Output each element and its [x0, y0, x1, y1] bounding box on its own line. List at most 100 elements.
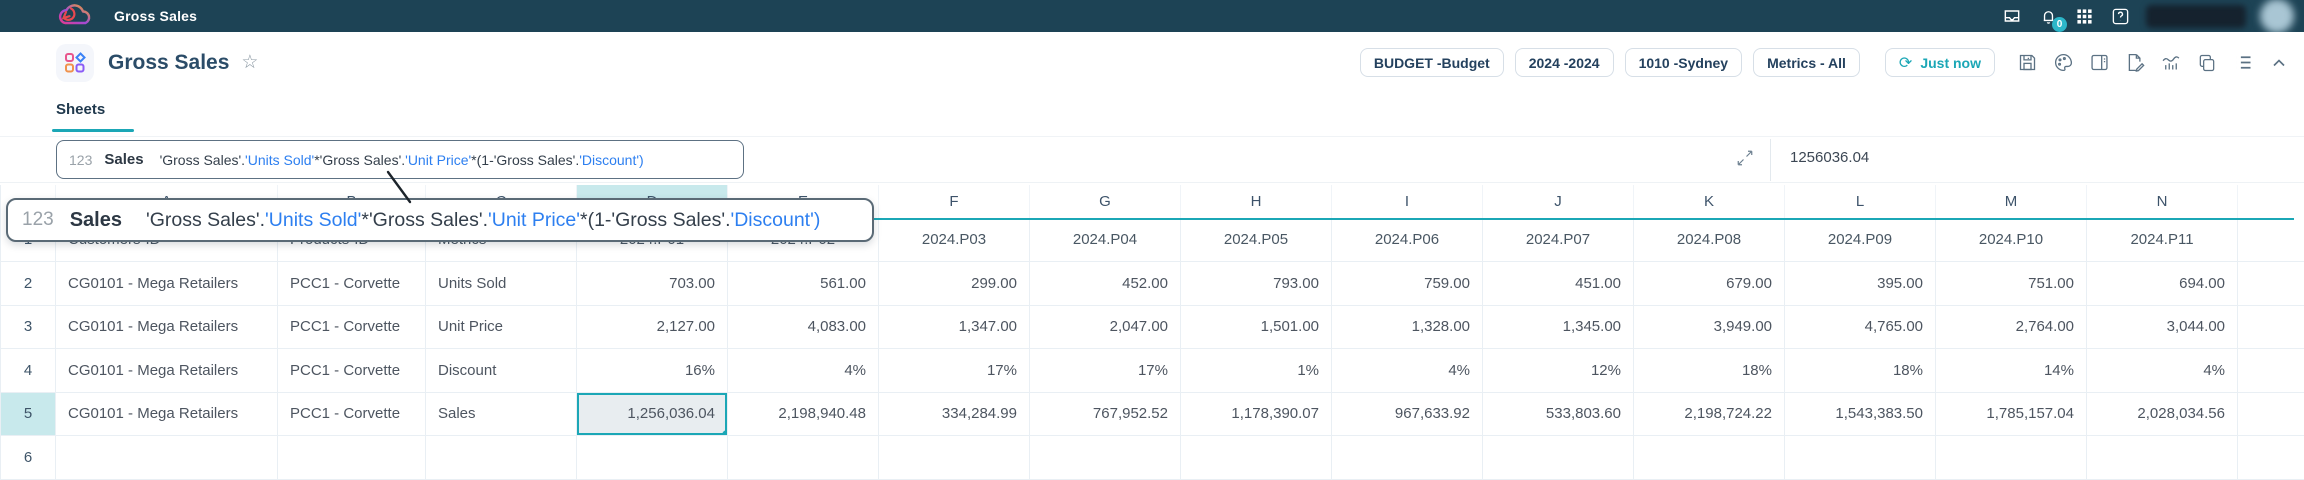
cell-I2[interactable]: 759.00: [1332, 262, 1483, 305]
apps-grid-icon[interactable]: [2074, 6, 2094, 26]
cell-M4[interactable]: 14%: [1936, 349, 2087, 392]
cell-F4[interactable]: 17%: [879, 349, 1030, 392]
cell-G3[interactable]: 2,047.00: [1030, 305, 1181, 348]
column-letter-M[interactable]: M: [1936, 185, 2087, 218]
cell-E6[interactable]: [728, 436, 879, 479]
cell-E2[interactable]: 561.00: [728, 262, 879, 305]
row-header-4[interactable]: 4: [0, 349, 56, 392]
cell-F5[interactable]: 334,284.99: [879, 392, 1030, 435]
header-cell[interactable]: 2024.P05: [1181, 218, 1332, 261]
redacted-button[interactable]: [2146, 4, 2246, 28]
cell-A4[interactable]: CG0101 - Mega Retailers: [56, 349, 278, 392]
cell-L2[interactable]: 395.00: [1785, 262, 1936, 305]
palette-icon[interactable]: [2052, 52, 2074, 74]
header-cell[interactable]: 2024.P10: [1936, 218, 2087, 261]
column-letter-J[interactable]: J: [1483, 185, 1634, 218]
formula-bar[interactable]: 123 Sales 'Gross Sales'.'Units Sold'*'Gr…: [56, 140, 744, 179]
cell-H4[interactable]: 1%: [1181, 349, 1332, 392]
cell-value-display[interactable]: 1256036.04: [1790, 149, 1870, 166]
cell-D2[interactable]: 703.00: [577, 262, 728, 305]
cell-D6[interactable]: [577, 436, 728, 479]
cell-L6[interactable]: [1785, 436, 1936, 479]
context-pill-version[interactable]: BUDGET -Budget: [1359, 48, 1504, 77]
cell-L3[interactable]: 4,765.00: [1785, 305, 1936, 348]
cell-M2[interactable]: 751.00: [1936, 262, 2087, 305]
cell-J3[interactable]: 1,345.00: [1483, 305, 1634, 348]
cell-L4[interactable]: 18%: [1785, 349, 1936, 392]
cell-F3[interactable]: 1,347.00: [879, 305, 1030, 348]
help-icon[interactable]: [2110, 6, 2130, 26]
cell-M3[interactable]: 2,764.00: [1936, 305, 2087, 348]
cell-B2[interactable]: PCC1 - Corvette: [278, 262, 426, 305]
cell-H3[interactable]: 1,501.00: [1181, 305, 1332, 348]
column-letter-F[interactable]: F: [879, 185, 1030, 218]
cell-A3[interactable]: CG0101 - Mega Retailers: [56, 305, 278, 348]
cell-K3[interactable]: 3,949.00: [1634, 305, 1785, 348]
context-pill-year[interactable]: 2024 -2024: [1514, 48, 1614, 77]
cell-F6[interactable]: [879, 436, 1030, 479]
header-cell[interactable]: 2024.P09: [1785, 218, 1936, 261]
row-header-6[interactable]: 6: [0, 436, 56, 479]
context-pill-metrics[interactable]: Metrics - All: [1753, 48, 1860, 77]
cell-J6[interactable]: [1483, 436, 1634, 479]
cell-K2[interactable]: 679.00: [1634, 262, 1785, 305]
chart-icon[interactable]: [2160, 52, 2182, 74]
cell-H2[interactable]: 793.00: [1181, 262, 1332, 305]
bell-icon[interactable]: 0: [2038, 6, 2067, 32]
cell-E4[interactable]: 4%: [728, 349, 879, 392]
edit-doc-icon[interactable]: [2124, 52, 2146, 74]
cell-I3[interactable]: 1,328.00: [1332, 305, 1483, 348]
tab-sheets[interactable]: Sheets: [56, 101, 106, 118]
column-letter-K[interactable]: K: [1634, 185, 1785, 218]
header-cell[interactable]: 2024.P04: [1030, 218, 1181, 261]
copy-icon[interactable]: [2196, 52, 2218, 74]
cell-H6[interactable]: [1181, 436, 1332, 479]
board-icon[interactable]: [2088, 52, 2110, 74]
cell-E3[interactable]: 4,083.00: [728, 305, 879, 348]
row-header-5[interactable]: 5: [0, 392, 56, 435]
list-icon[interactable]: [2232, 52, 2254, 74]
context-pill-location[interactable]: 1010 -Sydney: [1624, 48, 1743, 77]
cell-M5[interactable]: 1,785,157.04: [1936, 392, 2087, 435]
cell-C2[interactable]: Units Sold: [426, 262, 577, 305]
cell-A6[interactable]: [56, 436, 278, 479]
cell-K4[interactable]: 18%: [1634, 349, 1785, 392]
header-cell[interactable]: 2024.P11: [2087, 218, 2238, 261]
column-letter-I[interactable]: I: [1332, 185, 1483, 218]
cell-J5[interactable]: 533,803.60: [1483, 392, 1634, 435]
cell-B3[interactable]: PCC1 - Corvette: [278, 305, 426, 348]
cell-G5[interactable]: 767,952.52: [1030, 392, 1181, 435]
cell-H5[interactable]: 1,178,390.07: [1181, 392, 1332, 435]
row-header-2[interactable]: 2: [0, 262, 56, 305]
cell-N2[interactable]: 694.00: [2087, 262, 2238, 305]
inbox-icon[interactable]: [2002, 6, 2022, 26]
cell-D5[interactable]: 1,256,036.04: [577, 392, 728, 435]
cell-N4[interactable]: 4%: [2087, 349, 2238, 392]
cell-A5[interactable]: CG0101 - Mega Retailers: [56, 392, 278, 435]
cell-I4[interactable]: 4%: [1332, 349, 1483, 392]
cell-D3[interactable]: 2,127.00: [577, 305, 728, 348]
cell-A2[interactable]: CG0101 - Mega Retailers: [56, 262, 278, 305]
header-cell[interactable]: 2024.P08: [1634, 218, 1785, 261]
cell-N6[interactable]: [2087, 436, 2238, 479]
favorite-star-icon[interactable]: ☆: [241, 52, 259, 73]
save-icon[interactable]: [2016, 52, 2038, 74]
cell-N3[interactable]: 3,044.00: [2087, 305, 2238, 348]
cell-E5[interactable]: 2,198,940.48: [728, 392, 879, 435]
header-cell[interactable]: 2024.P06: [1332, 218, 1483, 261]
column-letter-N[interactable]: N: [2087, 185, 2238, 218]
cell-M6[interactable]: [1936, 436, 2087, 479]
user-avatar[interactable]: [2260, 0, 2294, 33]
cell-D4[interactable]: 16%: [577, 349, 728, 392]
refresh-button[interactable]: ⟳ Just now: [1884, 48, 1995, 77]
cell-G6[interactable]: [1030, 436, 1181, 479]
cell-B6[interactable]: [278, 436, 426, 479]
column-letter-H[interactable]: H: [1181, 185, 1332, 218]
cell-B5[interactable]: PCC1 - Corvette: [278, 392, 426, 435]
cell-G4[interactable]: 17%: [1030, 349, 1181, 392]
cell-J2[interactable]: 451.00: [1483, 262, 1634, 305]
cell-L5[interactable]: 1,543,383.50: [1785, 392, 1936, 435]
cell-N5[interactable]: 2,028,034.56: [2087, 392, 2238, 435]
header-cell[interactable]: 2024.P07: [1483, 218, 1634, 261]
cell-C4[interactable]: Discount: [426, 349, 577, 392]
